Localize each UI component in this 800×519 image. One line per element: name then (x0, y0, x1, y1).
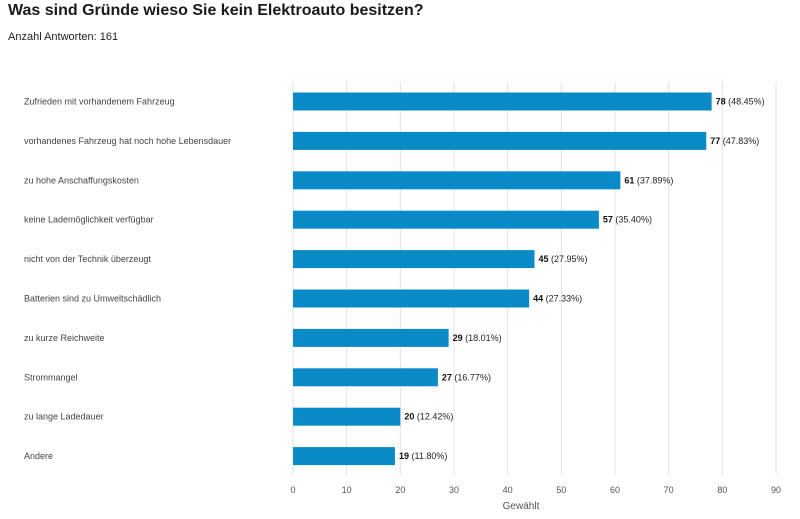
category-label: Batterien sind zu Umweltschädlich (24, 294, 161, 304)
category-label: Zufrieden mit vorhandenem Fahrzeug (24, 97, 175, 107)
value-label: 19 (11.80%) (399, 451, 447, 461)
x-axis-title: Gewählt (503, 501, 540, 512)
bar (293, 368, 438, 387)
value-count: 44 (533, 294, 543, 304)
response-count: Anzahl Antworten: 161 (8, 31, 119, 43)
x-tick-label: 50 (556, 485, 566, 495)
bar (293, 171, 621, 190)
value-percent: (48.45%) (726, 97, 765, 107)
value-label: 57 (35.40%) (603, 215, 652, 225)
bar (293, 289, 530, 308)
value-count: 27 (442, 372, 452, 382)
x-tick-label: 20 (395, 485, 405, 495)
value-percent: (37.89%) (634, 175, 673, 185)
value-label: 77 (47.83%) (710, 136, 759, 146)
value-count: 77 (710, 136, 720, 146)
x-tick-label: 0 (290, 485, 295, 495)
bar (293, 92, 712, 111)
value-percent: (27.33%) (543, 294, 582, 304)
value-count: 61 (624, 175, 634, 185)
value-label: 61 (37.89%) (624, 175, 673, 185)
x-tick-label: 40 (503, 485, 513, 495)
value-percent: (18.01%) (463, 333, 502, 343)
bar (293, 407, 401, 426)
bar (293, 447, 395, 466)
value-label: 44 (27.33%) (533, 294, 582, 304)
value-count: 20 (404, 412, 414, 422)
value-count: 29 (453, 333, 463, 343)
category-label: keine Lademöglichkeit verfügbar (24, 215, 154, 225)
category-label: Strommangel (24, 372, 78, 382)
value-percent: (11.80%) (409, 451, 447, 461)
value-label: 29 (18.01%) (453, 333, 502, 343)
value-percent: (12.42%) (414, 412, 453, 422)
category-label: vorhandenes Fahrzeug hat noch hohe Leben… (24, 136, 231, 146)
bar (293, 250, 535, 269)
category-label: nicht von der Technik überzeugt (24, 254, 151, 264)
x-tick-label: 60 (610, 485, 620, 495)
value-label: 20 (12.42%) (404, 412, 453, 422)
value-label: 27 (16.77%) (442, 372, 491, 382)
x-tick-label: 30 (449, 485, 459, 495)
category-label: Andere (24, 451, 53, 461)
category-label: zu lange Ladedauer (24, 412, 104, 422)
value-percent: (47.83%) (720, 136, 759, 146)
value-count: 45 (539, 254, 549, 264)
x-tick-label: 90 (771, 485, 781, 495)
x-tick-label: 80 (717, 485, 727, 495)
x-tick-label: 70 (664, 485, 674, 495)
chart-title: Was sind Gründe wieso Sie kein Elektroau… (8, 2, 424, 19)
value-percent: (16.77%) (452, 372, 491, 382)
value-label: 45 (27.95%) (539, 254, 588, 264)
value-count: 57 (603, 215, 613, 225)
bar (293, 210, 599, 229)
value-percent: (27.95%) (549, 254, 588, 264)
value-count: 19 (399, 451, 409, 461)
value-percent: (35.40%) (613, 215, 652, 225)
bar (293, 328, 449, 347)
category-label: zu hohe Anschaffungskosten (24, 175, 139, 185)
value-count: 78 (716, 97, 726, 107)
bar (293, 131, 707, 150)
value-label: 78 (48.45%) (716, 97, 765, 107)
x-tick-label: 10 (342, 485, 352, 495)
category-label: zu kurze Reichweite (24, 333, 105, 343)
